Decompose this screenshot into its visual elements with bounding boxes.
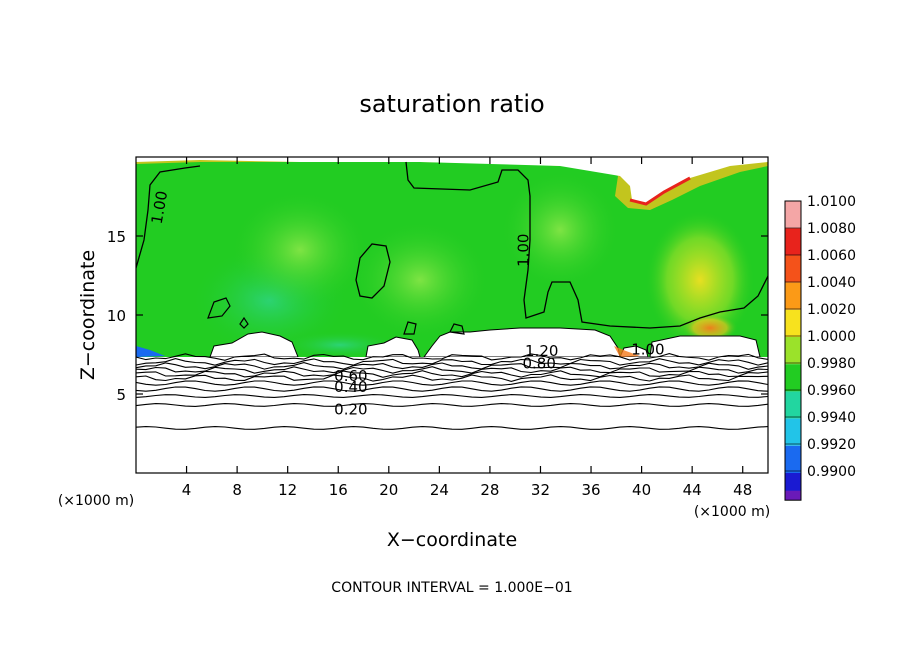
x-tick-label: 8 [232,481,242,499]
cloud-region [209,331,299,358]
contour-line [136,380,768,386]
lower-contours [136,353,768,430]
x-tick-label: 24 [430,481,449,499]
x-tick-label: 12 [278,481,297,499]
colorbar-label: 0.9940 [807,410,856,426]
field-orange-streak [614,346,640,357]
contour-line [207,297,231,319]
cloud-region [365,336,421,358]
contour-line [136,374,768,382]
colorbar-swatch [785,282,801,310]
contour-line [136,394,768,398]
contour-label: 1.00 [148,189,172,225]
colorbar-label: 1.0000 [807,329,856,345]
contour-line [449,323,465,335]
contour-label: 1.20 [525,342,558,360]
x-tick-label: 20 [379,481,398,499]
contour-label: 0.80 [523,354,556,372]
contour-label: 1.00 [631,340,664,358]
colorbar-label: 0.9900 [807,464,856,480]
contour-line [405,161,768,329]
colorbar-label: 0.9920 [807,437,856,453]
colorbar-swatch [785,255,801,283]
colorbar-label: 0.9960 [807,383,856,399]
field-light-patch [500,170,620,290]
field-blue-streak [136,346,165,357]
contour-label: 0.20 [334,400,367,418]
x-tick-label: 48 [733,481,752,499]
colorbar-label: 1.0080 [807,221,856,237]
field-light-patch [350,220,490,340]
contour-labels: 1.00 1.00 1.200.80 1.00 0.600.40 0.20 [148,189,665,418]
contour-line [136,165,201,269]
colorbar-swatch [785,391,801,419]
chart-title: saturation ratio [359,90,544,118]
colorbar-label: 1.0060 [807,248,856,264]
colorbar-swatch [785,490,801,501]
x-unit-left: (×1000 m) [58,493,134,509]
y-tick-label: 15 [107,228,126,246]
colorbar-swatch [785,309,801,337]
contour-line [136,366,768,374]
heatmap-field [136,157,768,473]
x-tick-label: 32 [531,481,550,499]
y-tick-label: 10 [107,307,126,325]
contour-line [136,386,768,392]
x-tick-label: 4 [182,481,192,499]
colorbar-label: 1.0040 [807,275,856,291]
contour-line [239,316,249,329]
field-red-edge [629,176,691,206]
y-axis-label: Z−coordinate [77,250,99,380]
contour-line [355,243,391,299]
contour-label: 0.60 [334,367,367,385]
colorbar-swatch [785,201,801,229]
colorbar-swatch [785,364,801,392]
colorbar-label: 0.9980 [807,356,856,372]
x-tick-label: 36 [581,481,600,499]
x-tick-label: 44 [683,481,702,499]
colorbar-swatch [785,337,801,365]
contour-line [136,362,768,370]
colorbar-label: 1.0020 [807,302,856,318]
contour-line [136,403,768,407]
x-tick-label: 16 [329,481,348,499]
contour-label: 1.00 [515,234,533,267]
field-orange-patch [682,314,738,342]
colorbar-swatch [785,445,801,473]
contour-line [136,426,768,430]
contour-line [136,370,768,378]
x-tick-label: 40 [632,481,651,499]
colorbar-swatch [785,228,801,256]
contour-line [136,358,768,366]
colorbar-swatch [785,418,801,446]
x-axis: 4 8 12 16 20 24 28 32 36 40 44 48 [182,157,752,499]
colorbar: 1.0100 1.0080 1.0060 1.0040 1.0020 1.0000 0.99… [784,194,856,501]
field-yellow-patch [645,210,755,350]
contour-label: 0.40 [334,378,367,396]
x-unit-right: (×1000 m) [694,504,770,520]
contour-interval-note: CONTOUR INTERVAL = 1.000E−01 [331,580,572,596]
contour-line [136,353,768,361]
y-tick-label: 5 [116,386,126,404]
y-axis: 5 10 15 [107,228,768,404]
colorbar-label: 1.0100 [807,194,856,210]
field-white-top [136,157,768,204]
x-axis-label: X−coordinate [387,529,517,551]
contour-line [403,321,417,335]
field-light-patch [230,190,370,310]
x-tick-label: 28 [480,481,499,499]
